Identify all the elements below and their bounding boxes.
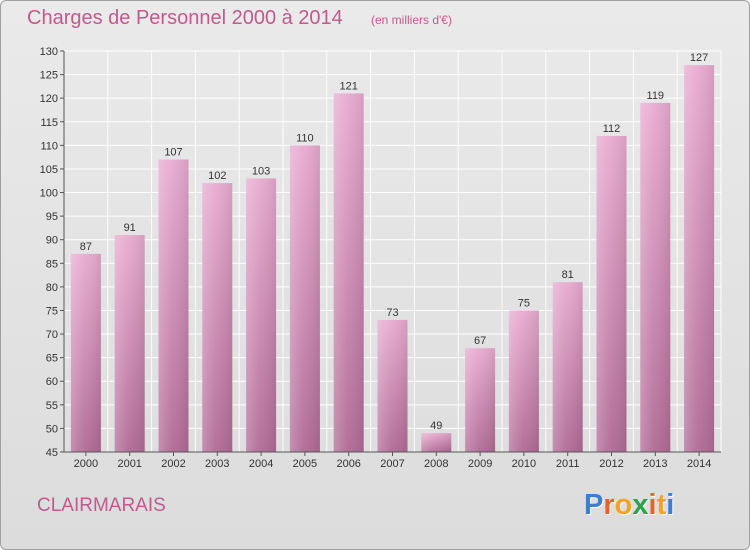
y-tick-label: 125 <box>40 70 58 82</box>
bar-shade-2011 <box>552 282 583 452</box>
value-label-2013: 119 <box>647 90 665 102</box>
bar-shade-2012 <box>596 135 627 452</box>
x-tick-label-2009: 2009 <box>468 458 492 470</box>
chart-title: Charges de Personnel 2000 à 2014 <box>27 7 343 29</box>
y-tick-label: 110 <box>40 140 58 152</box>
y-tick-label: 95 <box>46 211 58 223</box>
bar-shade-2008 <box>421 433 452 452</box>
x-tick-label-2007: 2007 <box>380 458 404 470</box>
x-tick-label-2006: 2006 <box>336 458 360 470</box>
y-tick-label: 70 <box>46 329 58 341</box>
bar-shade-2000 <box>70 253 101 452</box>
commune-name: CLAIRMARAIS <box>37 495 166 516</box>
value-label-2005: 110 <box>296 132 314 144</box>
bar-shade-2001 <box>114 234 145 452</box>
bar-shade-2007 <box>377 319 408 452</box>
value-label-2009: 67 <box>474 335 486 347</box>
bar-shade-2002 <box>158 159 189 452</box>
logo-letter: t <box>656 489 667 521</box>
logo-letter: o <box>614 489 633 521</box>
y-tick-label: 85 <box>46 258 58 270</box>
y-tick-label: 90 <box>46 235 58 247</box>
axes <box>63 51 721 453</box>
y-tick-label: 55 <box>46 400 58 412</box>
value-label-2004: 103 <box>252 165 270 177</box>
value-label-2001: 91 <box>124 222 136 234</box>
x-tick-label-2013: 2013 <box>643 458 667 470</box>
bar-shade-2014 <box>684 65 715 452</box>
logo-letter: P <box>584 489 604 521</box>
logo-letter: i <box>666 489 675 521</box>
x-tick-label-2005: 2005 <box>293 458 317 470</box>
chart-subtitle: (en milliers d'€) <box>371 13 452 27</box>
y-tick-label: 120 <box>40 93 58 105</box>
value-label-2000: 87 <box>80 241 92 253</box>
value-label-2007: 73 <box>386 307 398 319</box>
x-tick-label-2002: 2002 <box>161 458 185 470</box>
x-tick-label-2003: 2003 <box>205 458 229 470</box>
y-tick-label: 115 <box>40 117 58 129</box>
bars: 87 91 107 102 103 110 121 73 49 67 75 81 112 119 127 <box>70 52 715 453</box>
y-tick-label: 75 <box>46 305 58 317</box>
x-tick-label-2001: 2001 <box>117 458 141 470</box>
y-tick-label: 130 <box>40 46 58 58</box>
y-axis-ticks: 45 50 55 60 65 70 75 80 85 90 95 100 105 110 115 120 125… <box>40 46 64 459</box>
value-label-2014: 127 <box>690 52 708 64</box>
proxiti-logo: Proxiti <box>584 489 674 522</box>
logo-letter: i <box>648 489 657 521</box>
value-label-2010: 75 <box>518 297 530 309</box>
bar-shade-2013 <box>640 102 671 453</box>
x-tick-label-2008: 2008 <box>424 458 448 470</box>
y-tick-label: 50 <box>46 423 58 435</box>
value-label-2008: 49 <box>430 420 442 432</box>
bar-shade-2010 <box>508 310 539 452</box>
x-tick-label-2012: 2012 <box>599 458 623 470</box>
x-axis-ticks: 2000 2001 2002 2003 2004 2005 2006 2007 2008 2009… <box>74 452 711 470</box>
y-tick-label: 60 <box>46 376 58 388</box>
logo-letter: x <box>632 489 649 521</box>
logo-letter: r <box>603 489 615 521</box>
x-tick-label-2010: 2010 <box>512 458 536 470</box>
y-tick-label: 80 <box>46 282 58 294</box>
value-label-2006: 121 <box>340 80 358 92</box>
bar-shade-2003 <box>202 183 233 452</box>
bar-shade-2004 <box>246 178 277 452</box>
y-tick-label: 105 <box>40 164 58 176</box>
y-tick-label: 45 <box>46 447 58 459</box>
value-label-2011: 81 <box>562 269 574 281</box>
x-tick-label-2014: 2014 <box>687 458 711 470</box>
bar-shade-2009 <box>465 348 496 452</box>
y-tick-label: 65 <box>46 353 58 365</box>
bar-shade-2006 <box>333 93 364 452</box>
bar-shade-2005 <box>289 145 320 452</box>
value-label-2003: 102 <box>208 170 226 182</box>
x-tick-label-2004: 2004 <box>249 458 273 470</box>
value-label-2002: 107 <box>164 147 182 159</box>
value-label-2012: 112 <box>603 123 621 135</box>
y-tick-label: 100 <box>40 188 58 200</box>
x-tick-label-2011: 2011 <box>556 458 580 470</box>
x-tick-label-2000: 2000 <box>74 458 98 470</box>
